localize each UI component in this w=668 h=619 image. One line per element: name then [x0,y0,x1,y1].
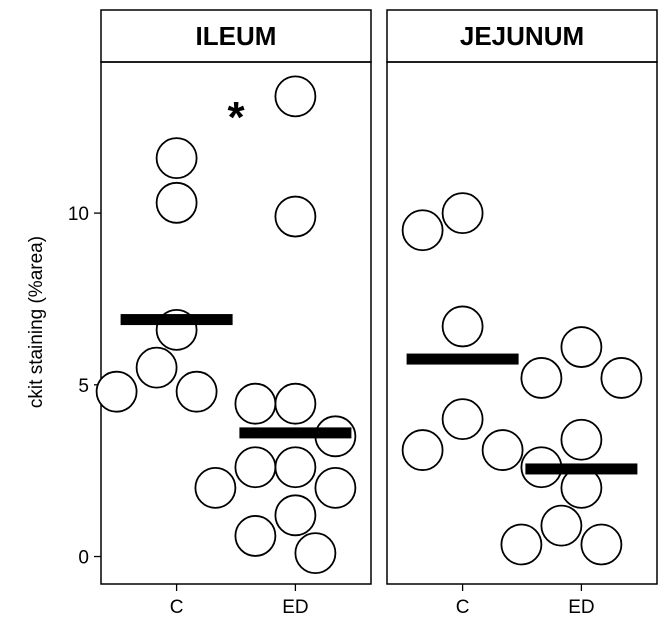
data-point [155,137,198,180]
data-point [294,532,337,574]
data-point [155,181,198,224]
panel-strip [386,9,658,63]
data-point [401,429,444,471]
data-point [234,515,277,557]
x-tick-label: C [456,597,470,618]
panel-ileum: ILEUM C ED * [95,9,372,618]
x-tick-label: ED [282,597,308,618]
data-point [274,446,317,489]
data-point [560,326,603,368]
panel-frame [386,61,658,585]
data-point [560,418,603,461]
panel-frame [100,61,372,585]
mean-bar [120,314,233,326]
x-tick-label: ED [568,597,594,618]
group-c: C [401,192,524,618]
group-ed: ED [500,326,643,618]
data-point [600,357,643,399]
y-axis-title: ckit staining (%area) [26,236,47,408]
y-tick-label: 0 [78,548,89,569]
x-tick-label: C [170,597,184,618]
mean-bar [239,427,352,439]
data-point [441,305,484,348]
data-point [274,75,317,118]
data-point [274,195,317,238]
data-point [274,382,317,425]
data-point [234,382,277,425]
data-point [175,370,218,413]
significance-annotation: * [227,93,245,142]
data-point [580,523,623,566]
mean-bar [525,463,638,475]
data-point [481,429,524,471]
group-c: C [95,137,233,618]
data-point [500,523,543,566]
y-tick-label: 10 [68,204,89,225]
data-point [441,398,484,441]
data-point [540,504,583,547]
data-point [314,466,357,509]
panel-strip [100,9,372,63]
y-axis: 0 5 10 [68,204,101,569]
data-point [441,192,484,235]
mean-bar [406,353,519,365]
data-point [401,209,444,252]
panels: ILEUM C ED * JEJUNUM C ED [95,9,658,618]
data-point [234,446,277,489]
data-point [95,370,138,413]
panel-strip-label: JEJUNUM [460,21,584,51]
panel-jejunum: JEJUNUM C ED [386,9,658,618]
panel-strip-label: ILEUM [196,21,277,51]
y-tick-label: 5 [78,376,89,397]
data-point [135,346,178,389]
data-point [194,466,237,509]
data-point [520,357,563,399]
data-point [274,494,317,537]
group-ed: ED [194,75,357,618]
